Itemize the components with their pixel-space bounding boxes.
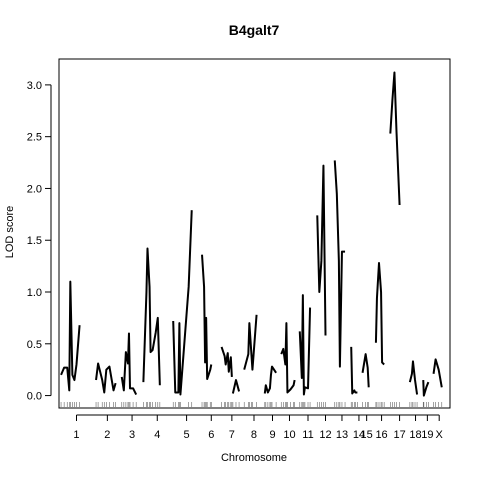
y-axis: 0.0 0.5 1.0 1.5 2.0 2.5 3.0: [27, 80, 52, 403]
lod-line-chr-16: [374, 262, 385, 366]
lod-line-chr-12: [316, 164, 327, 336]
lod-line-chr-6: [201, 254, 213, 380]
y-tick-label: 0.5: [27, 339, 42, 351]
lod-line-chr-7: [220, 346, 233, 377]
x-tick-label-chr-14: 14: [353, 429, 365, 441]
lod-line-chr-1: [60, 280, 81, 392]
lod-line-chr-15: [361, 353, 370, 388]
lod-line-chr-X: [432, 358, 443, 388]
x-tick-label-chr-1: 1: [73, 429, 79, 441]
x-tick-label-chr-11: 11: [302, 429, 313, 441]
lod-line-chr-13: [333, 160, 346, 368]
x-tick-label-chr-6: 6: [208, 429, 214, 441]
y-tick-label: 3.0: [27, 80, 42, 92]
chart-title: B4galt7: [229, 22, 280, 38]
x-tick-label-chr-16: 16: [375, 429, 387, 441]
lod-line-chr-3: [120, 332, 138, 395]
y-tick-label: 2.5: [27, 132, 42, 144]
plot-frame: [58, 58, 451, 409]
lod-series: [60, 71, 443, 397]
x-tick-label-chr-19: 19: [421, 429, 433, 441]
lod-line-chr-7-part2: [231, 379, 241, 394]
x-tick-label-chr-12: 12: [319, 429, 331, 441]
x-tick-label-chr-17: 17: [393, 429, 405, 441]
lod-line-chr-9: [263, 365, 277, 394]
lod-line-chr-4: [142, 247, 161, 386]
lod-line-chr-14: [350, 346, 358, 395]
lod-line-chr-5: [172, 210, 193, 396]
y-tick-label: 2.0: [27, 183, 42, 195]
lod-line-chr-10: [280, 322, 296, 394]
lod-line-chr-17: [389, 71, 401, 206]
x-tick-label-chr-13: 13: [336, 429, 348, 441]
x-tick-label-chr-4: 4: [154, 429, 160, 441]
y-tick-label: 1.5: [27, 235, 42, 247]
x-tick-label-chr-18: 18: [409, 429, 421, 441]
x-tick-label-chr-3: 3: [129, 429, 135, 441]
x-tick-label-chr-15: 15: [361, 429, 373, 441]
x-tick-label-chr-10: 10: [283, 429, 295, 441]
lod-line-chr-18: [408, 360, 419, 395]
x-tick-label-chr-2: 2: [104, 429, 110, 441]
x-tick-label-chr-5: 5: [184, 429, 190, 441]
lod-line-chr-11: [298, 294, 312, 396]
x-tick-label-chr-8: 8: [251, 429, 257, 441]
x-axis-label: Chromosome: [221, 452, 287, 464]
lod-line-chr-19: [422, 380, 430, 397]
marker-rug: [60, 402, 443, 407]
x-tick-label-chr-X: X: [436, 429, 444, 441]
y-tick-label: 0.0: [27, 391, 42, 403]
lod-line-chr-2: [95, 362, 117, 394]
x-tick-label-chr-9: 9: [269, 429, 275, 441]
lod-line-chr-8: [243, 314, 258, 371]
x-tick-label-chr-7: 7: [229, 429, 235, 441]
y-tick-label: 1.0: [27, 287, 42, 299]
y-axis-label: LOD score: [4, 206, 16, 259]
